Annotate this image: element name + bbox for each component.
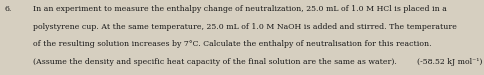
Text: (-58.52 kJ mol⁻¹): (-58.52 kJ mol⁻¹) bbox=[416, 58, 482, 66]
Text: (Assume the density and specific heat capacity of the final solution are the sam: (Assume the density and specific heat ca… bbox=[33, 58, 396, 66]
Text: In an experiment to measure the enthalpy change of neutralization, 25.0 mL of 1.: In an experiment to measure the enthalpy… bbox=[33, 5, 446, 13]
Text: polystyrene cup. At the same temperature, 25.0 mL of 1.0 M NaOH is added and sti: polystyrene cup. At the same temperature… bbox=[33, 23, 456, 31]
Text: of the resulting solution increases by 7°C. Calculate the enthalpy of neutralisa: of the resulting solution increases by 7… bbox=[33, 40, 431, 49]
Text: 6.: 6. bbox=[5, 5, 12, 13]
